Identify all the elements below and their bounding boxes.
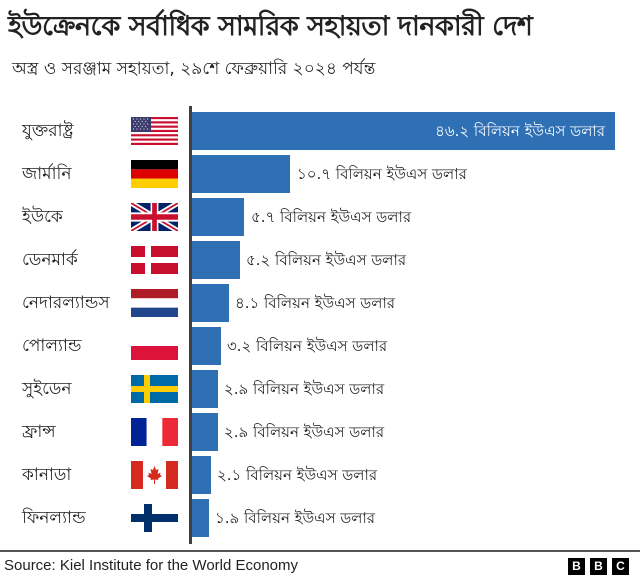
country-label: ডেনমার্ক [22, 250, 78, 270]
us-flag-icon [131, 117, 178, 145]
bar-row: নেদারল্যান্ডস ৪.১ বিলিয়ন ইউএস ডলার [0, 284, 640, 322]
value-label: ৪.১ বিলিয়ন ইউএস ডলার [235, 294, 396, 312]
canada-flag-icon [131, 461, 178, 489]
source-note: Source: Kiel Institute for the World Eco… [4, 557, 299, 574]
netherlands-flag-icon [131, 289, 178, 317]
bar [192, 413, 218, 451]
value-label: ১০.৭ বিলিয়ন ইউএস ডলার [297, 165, 467, 183]
bbc-logo-letter: B [590, 558, 607, 575]
bar-row: কানাডা ২.১ বিলিয়ন ইউএস ডলার [0, 456, 640, 494]
bar-row: ডেনমার্ক ৫.২ বিলিয়ন ইউএস ডলার [0, 241, 640, 279]
footer-divider [0, 550, 640, 552]
france-flag-icon [131, 418, 178, 446]
country-label: ফ্রান্স [22, 422, 56, 442]
country-label: জার্মানি [22, 164, 72, 184]
bar-row: ইউকে ৫.৭ বিলিয়ন ইউএস ডলার [0, 198, 640, 236]
country-label: ইউকে [22, 207, 63, 227]
bar [192, 284, 229, 322]
value-label: ২.১ বিলিয়ন ইউএস ডলার [217, 466, 378, 484]
value-label: ২.৯ বিলিয়ন ইউএস ডলার [224, 380, 385, 398]
country-label: কানাডা [22, 465, 72, 485]
bar-chart: যুক্তরাষ্ট্র ৪৬.২ বিলিয়ন [0, 106, 640, 544]
value-label: ১.৯ বিলিয়ন ইউএস ডলার [215, 509, 376, 527]
germany-flag-icon [131, 160, 178, 188]
sweden-flag-icon [131, 375, 178, 403]
bar [192, 370, 218, 408]
chart-subtitle: অস্ত্র ও সরঞ্জাম সহায়তা, ২৯শে ফেব্রুয়া… [12, 59, 376, 79]
country-label: নেদারল্যান্ডস [22, 293, 110, 313]
bar-row: ফিনল্যান্ড ১.৯ বিলিয়ন ইউএস ডলার [0, 499, 640, 537]
bbc-logo-letter: C [612, 558, 629, 575]
denmark-flag-icon [131, 246, 178, 274]
bar [192, 241, 240, 279]
bar [192, 499, 209, 537]
bar [192, 456, 211, 494]
bar-row: ফ্রান্স ২.৯ বিলিয়ন ইউএস ডলার [0, 413, 640, 451]
country-label: যুক্তরাষ্ট্র [22, 121, 74, 141]
finland-flag-icon [131, 504, 178, 532]
bar [192, 198, 244, 236]
bar-row: যুক্তরাষ্ট্র ৪৬.২ বিলিয়ন [0, 112, 640, 150]
value-label: ৩.২ বিলিয়ন ইউএস ডলার [227, 337, 388, 355]
bar [192, 155, 290, 193]
y-axis-line [189, 106, 192, 544]
country-label: সুইডেন [22, 379, 72, 399]
bar-row: জার্মানি ১০.৭ বিলিয়ন ইউএস ডলার [0, 155, 640, 193]
bar [192, 112, 615, 150]
value-label: ৪৬.২ বিলিয়ন ইউএস ডলার [435, 122, 605, 140]
chart-title: ইউক্রেনকে সর্বাধিক সামরিক সহায়তা দানকার… [8, 11, 533, 42]
value-label: ২.৯ বিলিয়ন ইউএস ডলার [224, 423, 385, 441]
value-label: ৫.২ বিলিয়ন ইউএস ডলার [246, 251, 407, 269]
country-label: পোল্যান্ড [22, 336, 82, 356]
country-label: ফিনল্যান্ড [22, 508, 86, 528]
uk-flag-icon [131, 203, 178, 231]
bar [192, 327, 221, 365]
value-label: ৫.৭ বিলিয়ন ইউএস ডলার [251, 208, 412, 226]
bbc-logo: B B C [568, 558, 629, 575]
bar-row: পোল্যান্ড ৩.২ বিলিয়ন ইউএস ডলার [0, 327, 640, 365]
poland-flag-icon [131, 332, 178, 360]
bbc-logo-letter: B [568, 558, 585, 575]
bar-row: সুইডেন ২.৯ বিলিয়ন ইউএস ডলার [0, 370, 640, 408]
